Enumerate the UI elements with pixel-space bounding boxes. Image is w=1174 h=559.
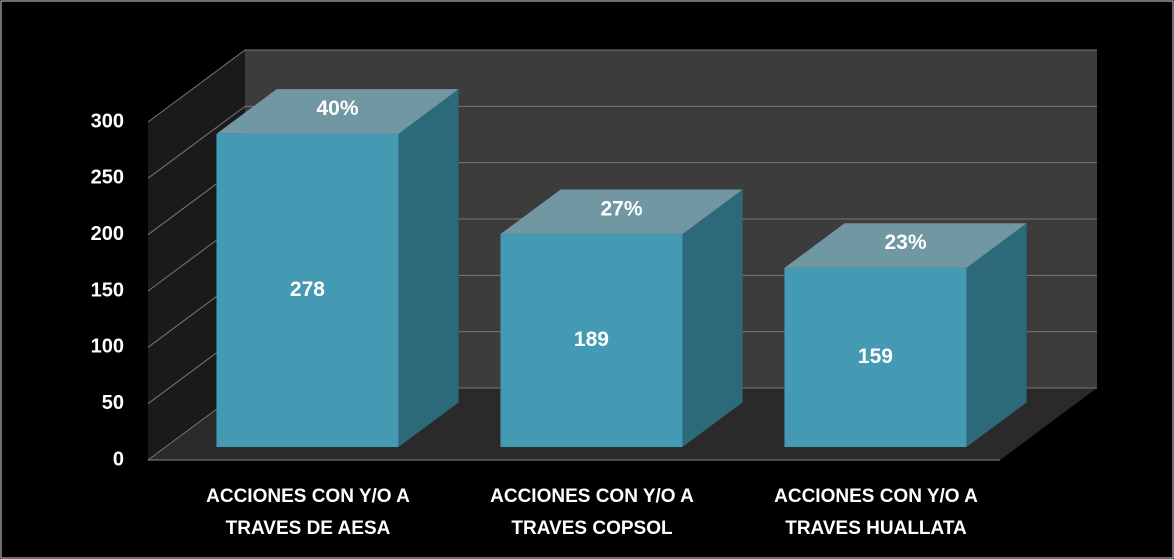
- x-tick-label: ACCIONES CON Y/O A: [774, 486, 978, 507]
- value-label: 189: [574, 328, 609, 351]
- bar-front: [216, 133, 399, 448]
- y-tick-label: 300: [91, 110, 124, 132]
- bar: [784, 223, 1027, 448]
- bar-side: [398, 89, 459, 448]
- x-tick-label: TRAVES HUALLATA: [785, 518, 967, 539]
- x-tick-label: ACCIONES CON Y/O A: [206, 486, 410, 507]
- bar: [216, 89, 459, 448]
- x-tick-label: TRAVES DE AESA: [226, 518, 391, 539]
- bar-top: [500, 189, 743, 235]
- bar-side: [966, 223, 1027, 448]
- bar-front: [784, 267, 967, 448]
- bar-top: [216, 89, 459, 134]
- x-tick-label: ACCIONES CON Y/O A: [490, 486, 694, 507]
- annotation: 27%: [601, 197, 643, 220]
- bar-side: [682, 189, 743, 448]
- y-tick-label: 200: [91, 223, 124, 245]
- annotation: 40%: [317, 97, 359, 120]
- bar: [500, 189, 743, 448]
- y-tick-label: 250: [91, 167, 124, 189]
- y-tick-label: 50: [102, 392, 124, 414]
- grid-line: [147, 49, 1097, 123]
- y-tick-label: 0: [113, 448, 124, 470]
- bar-front: [500, 234, 683, 448]
- annotation: 23%: [885, 231, 927, 254]
- bar-top: [784, 223, 1027, 268]
- x-tick-label: TRAVES COPSOL: [511, 518, 673, 539]
- y-tick-label: 100: [91, 336, 124, 358]
- y-tick-label: 150: [91, 279, 124, 301]
- value-label: 278: [290, 278, 325, 301]
- value-label: 159: [858, 345, 893, 368]
- grid-line: [147, 105, 1097, 179]
